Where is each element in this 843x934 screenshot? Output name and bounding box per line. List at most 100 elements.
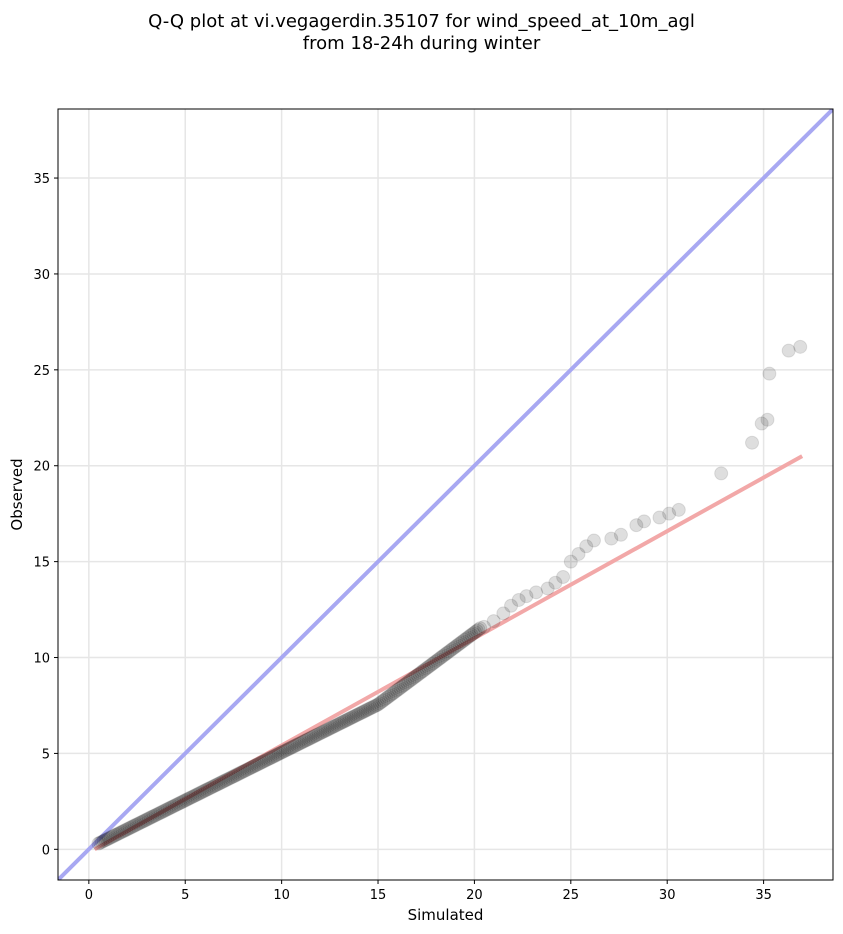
data-point [355, 705, 370, 720]
data-point [94, 834, 109, 849]
data-point [110, 827, 125, 842]
data-point [370, 697, 385, 712]
data-point [377, 692, 392, 707]
data-point [391, 682, 406, 697]
data-point [395, 679, 410, 694]
y-tick-label: 30 [33, 268, 50, 283]
data-point [164, 800, 179, 815]
data-point [244, 760, 259, 775]
data-point [101, 831, 116, 846]
data-point [388, 684, 403, 699]
data-point [186, 789, 201, 804]
data-point [410, 667, 425, 682]
data-point [185, 789, 200, 804]
y-tick-label: 15 [33, 556, 50, 571]
data-point [471, 622, 486, 637]
data-point [230, 767, 245, 782]
data-point [379, 691, 394, 706]
data-point [435, 649, 450, 664]
data-point [254, 755, 269, 770]
x-tick-label: 30 [659, 888, 676, 903]
y-tick-label: 20 [33, 460, 50, 475]
plot-frame [57, 108, 834, 881]
data-point [233, 765, 248, 780]
data-point [323, 720, 338, 735]
data-point [273, 745, 288, 760]
data-point [278, 743, 293, 758]
data-point [556, 569, 571, 584]
data-point [469, 623, 484, 638]
data-point [171, 796, 186, 811]
data-point [221, 771, 236, 786]
data-point [212, 776, 227, 791]
data-point [280, 742, 295, 757]
data-point [433, 651, 448, 666]
data-point [754, 416, 769, 431]
data-point [548, 575, 563, 590]
data-point [173, 795, 188, 810]
data-point [459, 631, 474, 646]
data-point [426, 656, 441, 671]
x-tick-label: 25 [563, 888, 580, 903]
data-point [405, 671, 420, 686]
data-point [204, 780, 219, 795]
data-point [297, 733, 312, 748]
data-point [225, 770, 240, 785]
data-point [232, 766, 247, 781]
data-point [176, 794, 191, 809]
data-point [346, 709, 361, 724]
data-point [369, 698, 384, 713]
data-point [714, 466, 729, 481]
data-point [147, 808, 162, 823]
data-point [579, 539, 594, 554]
data-point [160, 802, 175, 817]
data-point [443, 643, 458, 658]
x-tick-label: 35 [755, 888, 772, 903]
data-point [134, 814, 149, 829]
data-point [285, 739, 300, 754]
data-point [131, 816, 146, 831]
data-point [360, 702, 375, 717]
data-point [454, 635, 469, 650]
data-point [199, 783, 214, 798]
data-point [91, 836, 106, 851]
data-point [447, 640, 462, 655]
data-point [629, 518, 644, 533]
y-tick-label: 35 [33, 172, 50, 187]
data-point [760, 412, 775, 427]
data-point [271, 746, 286, 761]
data-point [486, 614, 501, 629]
data-point [400, 675, 415, 690]
data-point [200, 782, 215, 797]
data-point [108, 827, 123, 842]
data-point [341, 712, 356, 727]
data-point [245, 759, 260, 774]
x-tick-label: 0 [85, 888, 93, 903]
y-tick-label: 5 [42, 747, 50, 762]
data-point [343, 711, 358, 726]
data-point [252, 756, 267, 771]
data-point [240, 762, 255, 777]
data-point [228, 768, 243, 783]
y-tick-label: 10 [33, 652, 50, 667]
data-point [571, 546, 586, 561]
data-point [167, 798, 182, 813]
y-tick-label: 0 [42, 843, 50, 858]
data-point [247, 758, 262, 773]
data-point [781, 343, 796, 358]
data-point [136, 814, 151, 829]
data-point [325, 720, 340, 735]
data-point [563, 554, 578, 569]
data-point [166, 799, 181, 814]
x-tick-label: 20 [466, 888, 483, 903]
data-point [330, 717, 345, 732]
data-point [195, 784, 210, 799]
data-point [424, 657, 439, 672]
data-point [303, 731, 318, 746]
data-point [277, 744, 292, 759]
data-point [396, 678, 411, 693]
data-point [461, 630, 476, 645]
data-point [169, 797, 184, 812]
data-point [414, 665, 429, 680]
data-point [376, 693, 391, 708]
